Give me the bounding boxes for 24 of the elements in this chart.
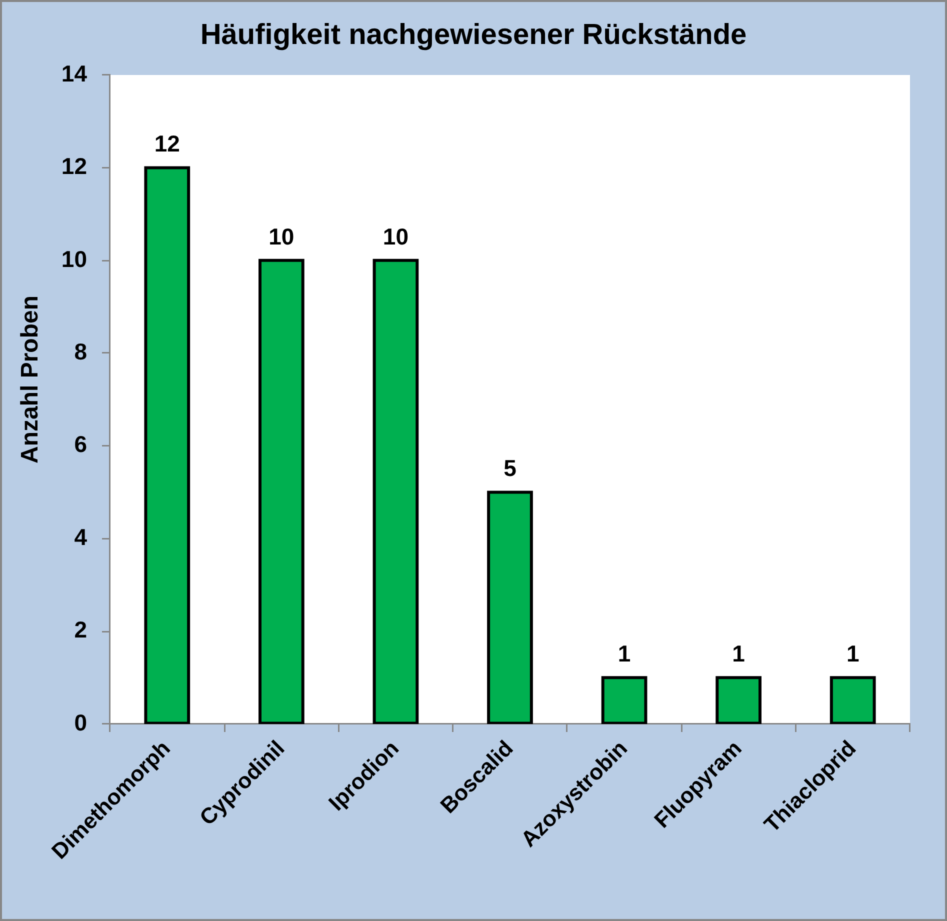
bar xyxy=(716,676,762,724)
y-tick-label: 4 xyxy=(74,524,88,550)
data-label: 5 xyxy=(504,455,517,482)
data-label: 1 xyxy=(846,640,860,666)
bar xyxy=(601,676,648,724)
y-tick-label: 2 xyxy=(74,616,87,643)
bar xyxy=(144,166,190,724)
y-tick-label: 12 xyxy=(61,153,87,180)
bar xyxy=(830,676,876,724)
y-tick-label: 10 xyxy=(61,246,87,272)
y-axis-title: Anzahl Proben xyxy=(16,295,44,464)
bar xyxy=(487,490,533,724)
y-tick-label: 0 xyxy=(74,709,87,736)
y-tick-label: 8 xyxy=(74,338,88,364)
data-label: 10 xyxy=(268,223,294,250)
data-label: 1 xyxy=(732,640,746,666)
data-label: 10 xyxy=(382,223,409,250)
y-tick-label: 6 xyxy=(74,431,87,458)
bar xyxy=(372,258,419,724)
y-tick-label: 14 xyxy=(61,60,88,86)
data-label: 12 xyxy=(154,130,180,157)
data-label: 1 xyxy=(618,640,631,666)
chart-title: Häufigkeit nachgewiesener Rückstände xyxy=(200,19,747,51)
bar xyxy=(258,258,304,724)
